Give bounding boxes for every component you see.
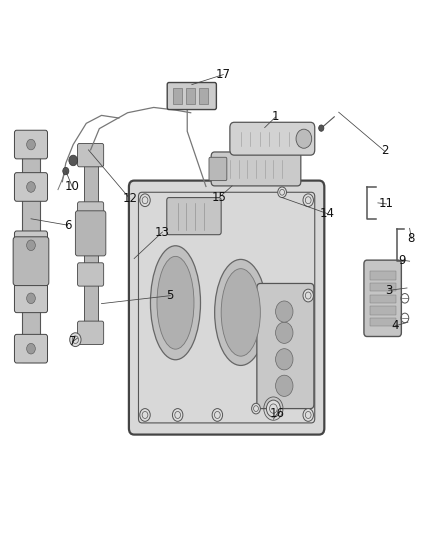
Circle shape <box>276 349 293 370</box>
Bar <box>84 150 98 338</box>
Text: 16: 16 <box>269 407 284 421</box>
Bar <box>370 306 396 315</box>
Circle shape <box>266 400 280 417</box>
Text: 11: 11 <box>379 197 394 211</box>
Circle shape <box>276 322 293 343</box>
Circle shape <box>63 167 69 175</box>
Ellipse shape <box>157 256 194 349</box>
Circle shape <box>303 289 314 302</box>
Circle shape <box>27 139 35 150</box>
FancyBboxPatch shape <box>129 181 324 434</box>
Circle shape <box>70 333 81 346</box>
Text: 6: 6 <box>64 219 71 232</box>
Text: 13: 13 <box>155 225 170 239</box>
Circle shape <box>27 293 35 304</box>
FancyBboxPatch shape <box>211 152 301 186</box>
Text: 4: 4 <box>392 319 399 333</box>
FancyBboxPatch shape <box>78 263 104 286</box>
Circle shape <box>276 375 293 397</box>
Text: 1: 1 <box>272 110 279 124</box>
Circle shape <box>303 409 314 421</box>
Circle shape <box>278 187 286 198</box>
FancyBboxPatch shape <box>167 198 221 235</box>
FancyBboxPatch shape <box>78 202 104 225</box>
Text: 10: 10 <box>65 181 80 193</box>
Circle shape <box>212 409 223 421</box>
Bar <box>186 88 195 104</box>
Circle shape <box>140 194 150 207</box>
FancyBboxPatch shape <box>14 284 47 313</box>
Text: 8: 8 <box>408 232 415 245</box>
FancyBboxPatch shape <box>14 231 47 260</box>
FancyBboxPatch shape <box>167 83 216 110</box>
Circle shape <box>303 194 314 207</box>
FancyBboxPatch shape <box>14 173 47 201</box>
Ellipse shape <box>150 246 201 360</box>
Circle shape <box>252 403 260 414</box>
Circle shape <box>319 125 324 131</box>
FancyBboxPatch shape <box>14 334 47 363</box>
Circle shape <box>27 240 35 251</box>
FancyBboxPatch shape <box>78 321 104 344</box>
Text: 12: 12 <box>122 192 137 205</box>
Bar <box>370 283 396 292</box>
Bar <box>370 318 396 326</box>
Text: 17: 17 <box>216 68 231 81</box>
Circle shape <box>27 343 35 354</box>
Bar <box>22 139 40 362</box>
Ellipse shape <box>215 260 267 366</box>
Circle shape <box>140 409 150 421</box>
Circle shape <box>296 129 312 148</box>
FancyBboxPatch shape <box>230 122 315 155</box>
FancyBboxPatch shape <box>78 143 104 167</box>
Text: 5: 5 <box>166 289 174 302</box>
Text: 3: 3 <box>385 284 392 297</box>
Text: 7: 7 <box>69 335 76 348</box>
Circle shape <box>173 409 183 421</box>
Text: 14: 14 <box>319 207 335 220</box>
Text: 9: 9 <box>398 254 406 266</box>
FancyBboxPatch shape <box>13 237 49 286</box>
Circle shape <box>27 182 35 192</box>
Circle shape <box>276 301 293 322</box>
FancyBboxPatch shape <box>257 284 314 409</box>
Circle shape <box>69 155 78 166</box>
FancyBboxPatch shape <box>364 260 401 336</box>
Ellipse shape <box>221 269 260 356</box>
Bar <box>370 271 396 280</box>
Text: 2: 2 <box>381 144 388 157</box>
Bar <box>370 295 396 303</box>
Bar <box>173 88 182 104</box>
FancyBboxPatch shape <box>75 211 106 256</box>
Bar <box>199 88 208 104</box>
FancyBboxPatch shape <box>209 157 227 181</box>
Text: 15: 15 <box>212 191 226 204</box>
FancyBboxPatch shape <box>14 130 47 159</box>
